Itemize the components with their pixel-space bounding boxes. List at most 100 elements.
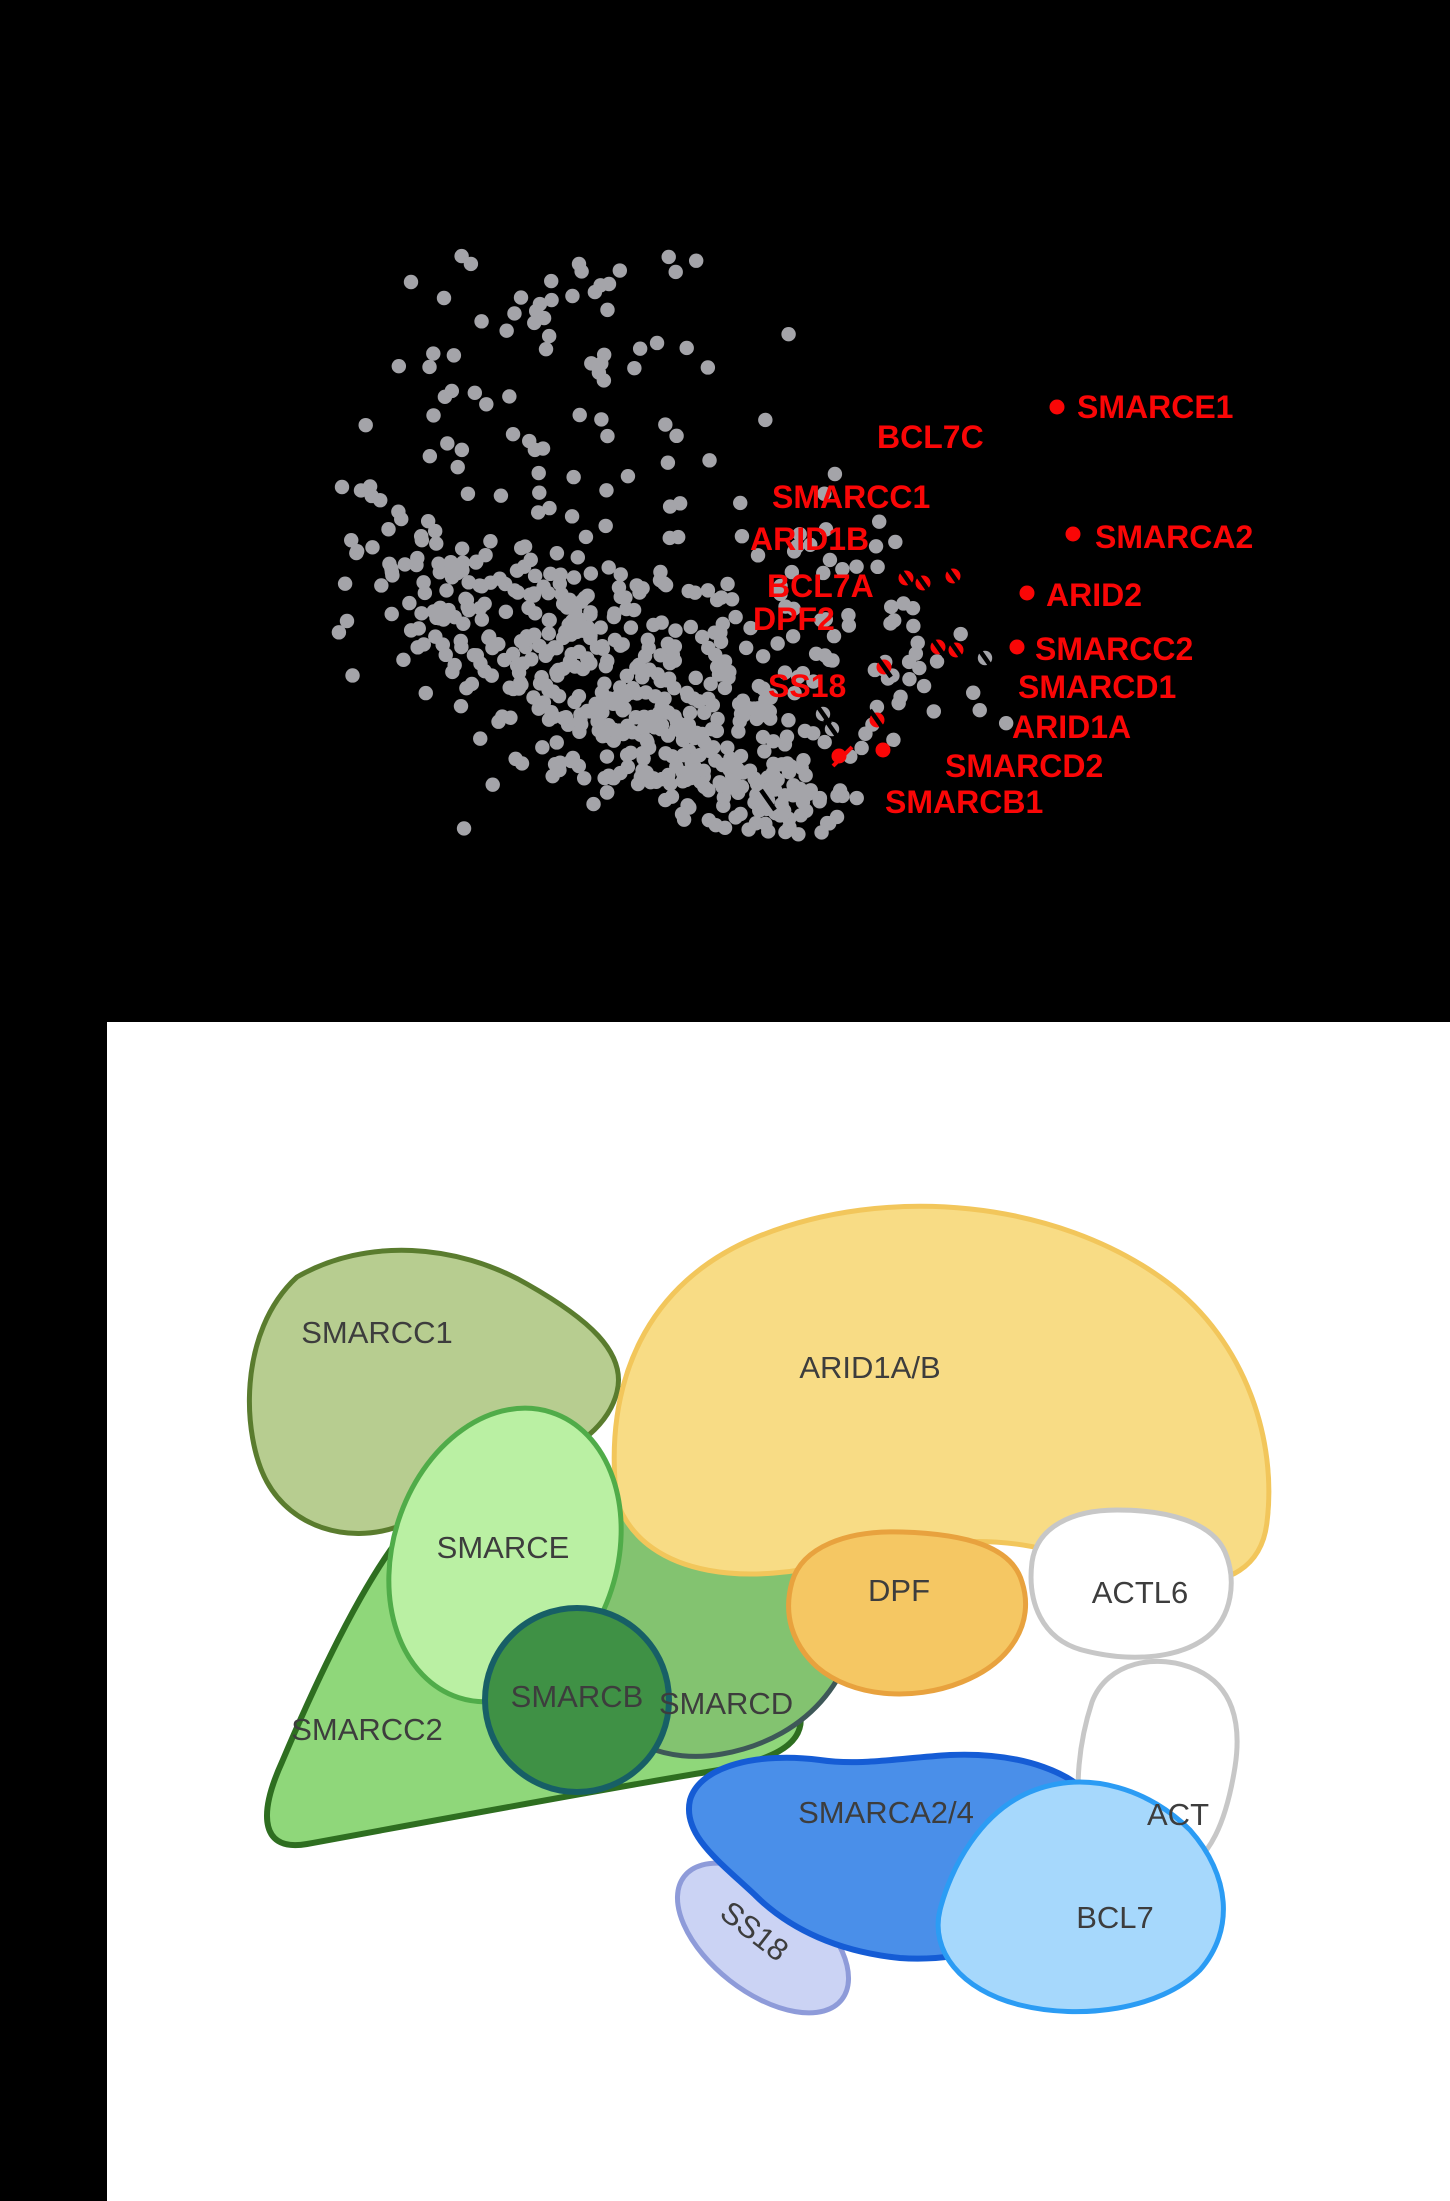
scatter-point	[835, 788, 850, 804]
scatter-point	[549, 665, 564, 680]
scatter-point	[601, 768, 616, 783]
scatter-point	[531, 701, 546, 716]
label-act: ACT	[1147, 1797, 1209, 1832]
scatter-point	[403, 274, 419, 290]
gene-label-SMARCE1: SMARCE1	[1077, 389, 1233, 425]
scatter-point	[661, 249, 676, 265]
scatter-point	[571, 689, 587, 704]
gene-label-SMARCD1: SMARCD1	[1018, 669, 1176, 705]
scatter-point	[515, 656, 531, 671]
label-smarcc2: SMARCC2	[291, 1712, 443, 1747]
scatter-point	[436, 290, 452, 306]
scatter-point	[787, 685, 802, 701]
highlighted-point	[875, 742, 891, 758]
scatter-point	[733, 806, 748, 822]
scatter-point	[384, 561, 399, 576]
scatter-point	[339, 613, 355, 629]
scatter-point	[912, 660, 927, 676]
scatter-point	[502, 389, 517, 404]
scatter-point	[460, 599, 475, 615]
scatter-point	[953, 626, 968, 642]
scatter-point	[827, 466, 843, 482]
scatter-point	[416, 637, 431, 652]
scatter-point	[798, 803, 814, 818]
scatter-point	[547, 640, 562, 655]
scatter-point	[483, 534, 498, 549]
scatter-point	[576, 771, 592, 786]
scatter-point	[683, 619, 698, 635]
scatter-point	[712, 775, 727, 790]
scatter-point	[590, 714, 605, 729]
scatter-point	[701, 812, 717, 828]
scatter-point	[777, 665, 793, 680]
scatter-point	[358, 417, 373, 433]
scatter-point	[872, 514, 887, 529]
gene-label-SMARCC1: SMARCC1	[772, 479, 930, 515]
scatter-point	[750, 548, 766, 563]
blob-actl6	[1028, 1507, 1234, 1660]
scatter-point	[428, 629, 443, 644]
scatter-point	[758, 816, 773, 832]
scatter-point	[724, 592, 740, 607]
scatter-point	[701, 691, 716, 706]
scatter-point	[541, 612, 557, 628]
scatter-point	[887, 613, 902, 628]
scatter-point	[516, 559, 532, 574]
scatter-point	[717, 680, 733, 696]
scatter-point	[426, 346, 441, 361]
scatter-point	[679, 340, 694, 356]
scatter-point	[785, 788, 801, 803]
scatter-point	[884, 599, 899, 615]
scatter-point	[391, 359, 407, 374]
scatter-point	[733, 748, 749, 764]
scatter-point	[397, 557, 413, 572]
scatter-point	[669, 759, 684, 774]
scatter-point	[492, 571, 507, 586]
label-bcl7: BCL7	[1076, 1900, 1154, 1935]
leader-line-mark	[868, 708, 886, 732]
scatter-point	[607, 606, 622, 621]
scatter-point	[619, 668, 635, 683]
scatter-point	[469, 554, 484, 569]
scatter-point	[822, 552, 838, 568]
scatter-point	[530, 505, 546, 520]
scatter-point	[532, 676, 548, 691]
scatter-point	[414, 532, 430, 548]
label-smarcd: SMARCD	[659, 1686, 793, 1721]
scatter-point	[886, 732, 901, 748]
blob-dpf	[786, 1529, 1029, 1697]
label-smarcb: SMARCB	[511, 1679, 644, 1714]
scatter-point	[663, 640, 679, 655]
scatter-point	[507, 583, 522, 598]
scatter-point	[331, 625, 347, 640]
scatter-point	[715, 757, 730, 773]
scatter-point	[484, 668, 499, 683]
scatter-point	[854, 740, 869, 756]
scatter-point	[906, 618, 921, 634]
scatter-point	[821, 816, 837, 831]
scatter-point	[722, 664, 737, 680]
scatter-point	[902, 671, 917, 687]
gene-label-DPF2: DPF2	[753, 601, 835, 637]
scatter-point	[580, 588, 595, 603]
scatter-point	[772, 583, 787, 598]
scatter-point	[426, 408, 441, 423]
scatter-point	[700, 583, 716, 598]
scatter-point	[649, 335, 665, 351]
scatter-point	[817, 734, 832, 750]
scatter-point	[349, 545, 364, 561]
scatter-point	[724, 778, 740, 794]
gene-label-ARID1B: ARID1B	[750, 521, 869, 557]
scatter-point	[572, 407, 587, 423]
scatter-point	[559, 600, 575, 615]
scatter-point	[527, 315, 542, 331]
scatter-point	[717, 820, 733, 836]
scatter-point	[743, 620, 758, 636]
scatter-point	[344, 533, 359, 548]
scatter-point	[606, 722, 622, 738]
scatter-point	[632, 585, 647, 600]
scatter-point	[669, 428, 684, 444]
gene-label-SMARCB1: SMARCB1	[885, 784, 1043, 820]
panel-a-scatter: SMARCE1 BCL7C SMARCC1 ARID1B BCL7A DPF2 SS18 SM…	[0, 0, 1450, 1022]
scatter-point	[437, 389, 453, 405]
